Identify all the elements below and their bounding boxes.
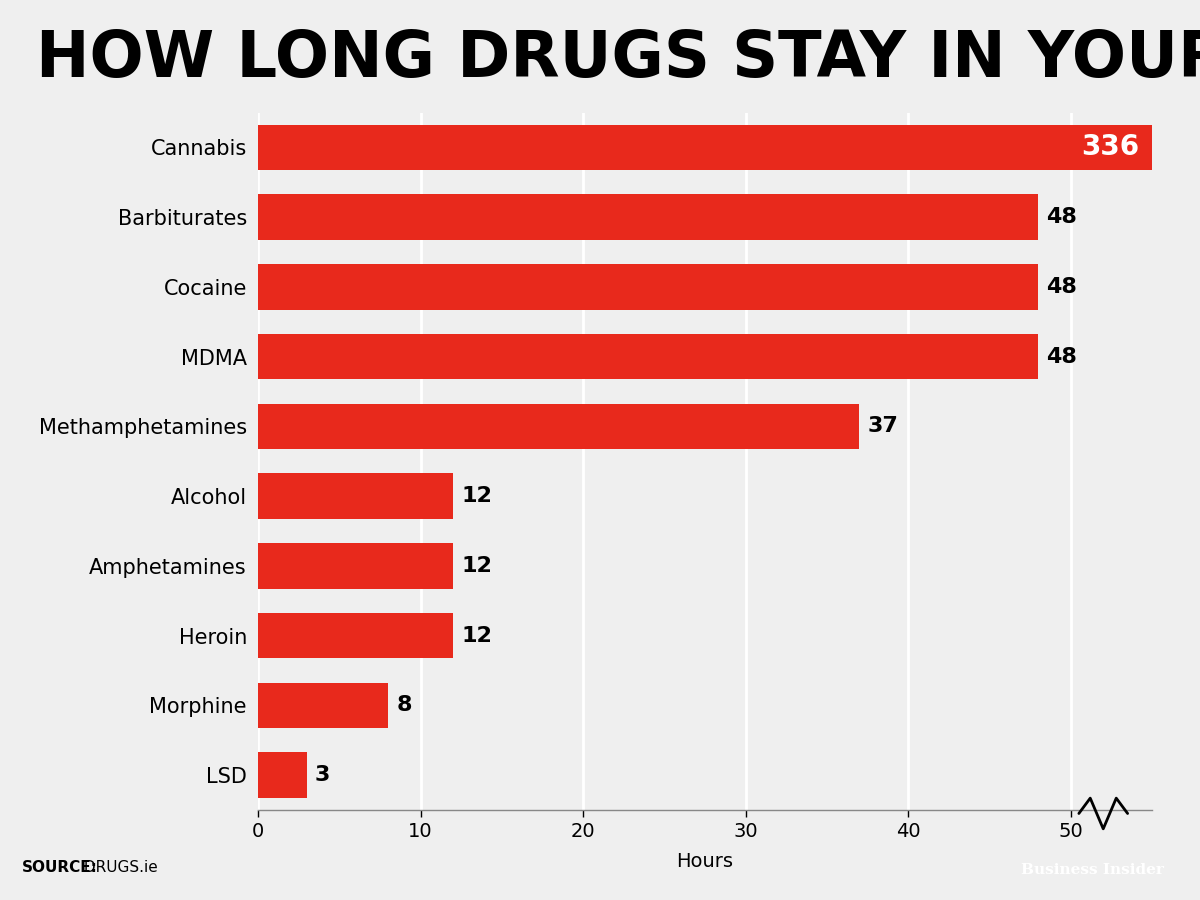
Text: 3: 3 xyxy=(314,765,330,785)
Text: 37: 37 xyxy=(868,417,899,436)
Bar xyxy=(258,125,1200,170)
Text: 8: 8 xyxy=(396,696,412,716)
Bar xyxy=(258,544,454,589)
Text: 336: 336 xyxy=(1081,133,1139,161)
Text: 12: 12 xyxy=(461,486,492,506)
Bar xyxy=(258,194,1038,239)
Text: Business Insider: Business Insider xyxy=(1020,863,1164,877)
Text: 48: 48 xyxy=(1046,277,1078,297)
Text: HOW LONG DRUGS STAY IN YOUR BLOOD: HOW LONG DRUGS STAY IN YOUR BLOOD xyxy=(36,29,1200,90)
X-axis label: Hours: Hours xyxy=(677,852,733,871)
Text: 12: 12 xyxy=(461,626,492,645)
Bar xyxy=(258,334,1038,379)
Bar xyxy=(258,404,859,449)
Bar xyxy=(258,613,454,658)
Text: SOURCE:: SOURCE: xyxy=(22,860,97,875)
Bar xyxy=(258,752,307,797)
Bar xyxy=(258,265,1038,310)
Text: 48: 48 xyxy=(1046,346,1078,366)
Bar xyxy=(258,473,454,518)
Text: DRUGS.ie: DRUGS.ie xyxy=(79,860,158,875)
Text: 12: 12 xyxy=(461,556,492,576)
Text: 48: 48 xyxy=(1046,207,1078,227)
Bar xyxy=(258,683,388,728)
